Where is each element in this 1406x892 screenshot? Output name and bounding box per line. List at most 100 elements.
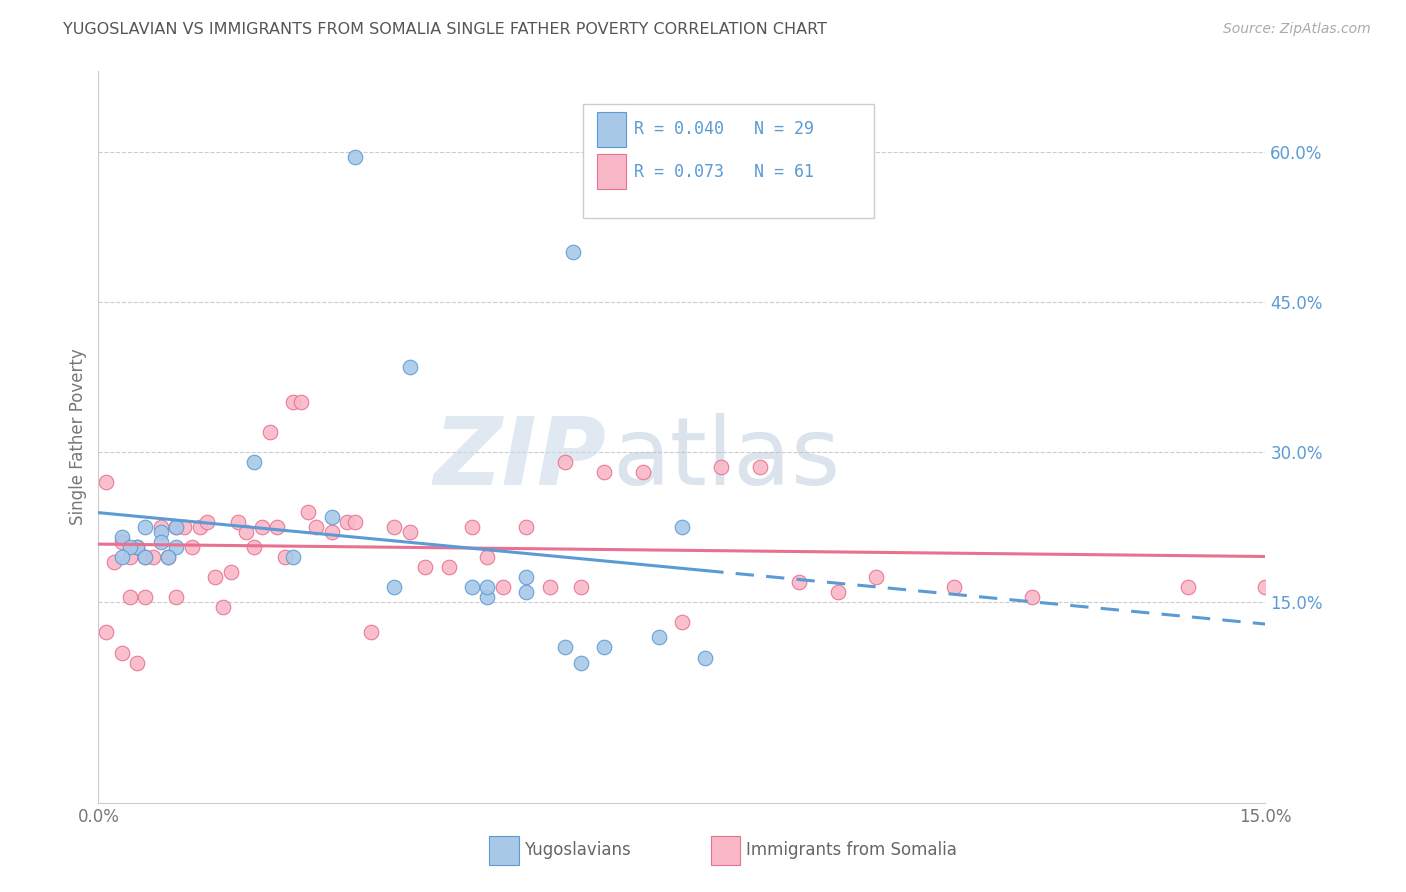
Point — [1021, 591, 1043, 605]
Point — [631, 465, 654, 479]
Point — [554, 640, 576, 655]
Point — [787, 575, 810, 590]
Point — [515, 570, 537, 584]
Point — [195, 515, 218, 529]
Point — [461, 580, 484, 594]
Point — [538, 580, 561, 594]
Point — [243, 541, 266, 555]
Point — [111, 550, 134, 565]
Point — [96, 625, 118, 640]
Point — [259, 425, 281, 439]
Point — [111, 530, 134, 544]
Point — [250, 520, 273, 534]
Point — [212, 600, 235, 615]
Point — [157, 550, 180, 565]
Point — [204, 570, 226, 584]
Point — [219, 566, 242, 580]
Point — [173, 520, 195, 534]
Point — [344, 149, 367, 163]
Point — [382, 520, 405, 534]
Point — [647, 631, 669, 645]
Point — [266, 520, 288, 534]
Point — [165, 591, 187, 605]
Point — [437, 560, 460, 574]
Point — [165, 520, 187, 534]
FancyBboxPatch shape — [711, 836, 741, 865]
Point — [943, 580, 966, 594]
Point — [281, 395, 304, 409]
Point — [477, 591, 499, 605]
Point — [1254, 580, 1277, 594]
Point — [569, 656, 592, 670]
Point — [695, 650, 717, 665]
Y-axis label: Single Father Poverty: Single Father Poverty — [69, 349, 87, 525]
Point — [398, 525, 420, 540]
Point — [149, 520, 172, 534]
Text: R = 0.040   N = 29: R = 0.040 N = 29 — [634, 120, 814, 138]
Point — [165, 541, 187, 555]
Point — [865, 570, 887, 584]
Point — [127, 541, 149, 555]
Point — [274, 550, 297, 565]
Point — [111, 535, 134, 549]
Point — [149, 525, 172, 540]
Point — [748, 460, 770, 475]
Point — [710, 460, 733, 475]
Point — [180, 541, 202, 555]
Point — [142, 550, 165, 565]
Point — [305, 520, 328, 534]
Point — [461, 520, 484, 534]
FancyBboxPatch shape — [489, 836, 519, 865]
Point — [228, 515, 250, 529]
Point — [165, 520, 187, 534]
Point — [671, 615, 693, 630]
Point — [321, 510, 343, 524]
Point — [492, 580, 515, 594]
Point — [149, 535, 172, 549]
Point — [344, 515, 367, 529]
Point — [96, 475, 118, 490]
Point — [569, 580, 592, 594]
Text: atlas: atlas — [612, 413, 841, 505]
Point — [127, 656, 149, 670]
Point — [398, 359, 420, 374]
Point — [134, 520, 156, 534]
Text: YUGOSLAVIAN VS IMMIGRANTS FROM SOMALIA SINGLE FATHER POVERTY CORRELATION CHART: YUGOSLAVIAN VS IMMIGRANTS FROM SOMALIA S… — [63, 22, 827, 37]
Text: Source: ZipAtlas.com: Source: ZipAtlas.com — [1223, 22, 1371, 37]
Point — [103, 555, 125, 569]
Point — [290, 395, 312, 409]
Point — [593, 640, 616, 655]
Point — [336, 515, 359, 529]
Point — [515, 585, 537, 599]
FancyBboxPatch shape — [596, 112, 626, 146]
Point — [321, 525, 343, 540]
Text: Yugoslavians: Yugoslavians — [524, 841, 631, 859]
Text: ZIP: ZIP — [433, 413, 606, 505]
Point — [188, 520, 211, 534]
Point — [593, 465, 616, 479]
FancyBboxPatch shape — [596, 154, 626, 189]
Point — [118, 550, 141, 565]
Point — [671, 520, 693, 534]
Point — [554, 455, 576, 469]
Point — [281, 550, 304, 565]
FancyBboxPatch shape — [582, 104, 875, 218]
Text: R = 0.073   N = 61: R = 0.073 N = 61 — [634, 162, 814, 180]
Point — [118, 541, 141, 555]
Point — [477, 550, 499, 565]
Point — [235, 525, 257, 540]
Text: Immigrants from Somalia: Immigrants from Somalia — [747, 841, 957, 859]
Point — [382, 580, 405, 594]
Point — [111, 646, 134, 660]
Point — [127, 541, 149, 555]
Point — [827, 585, 849, 599]
Point — [297, 505, 319, 519]
Point — [515, 520, 537, 534]
Point — [562, 244, 585, 259]
Point — [477, 580, 499, 594]
Point — [134, 591, 156, 605]
Point — [157, 550, 180, 565]
Point — [1177, 580, 1199, 594]
Point — [134, 550, 156, 565]
Point — [360, 625, 382, 640]
